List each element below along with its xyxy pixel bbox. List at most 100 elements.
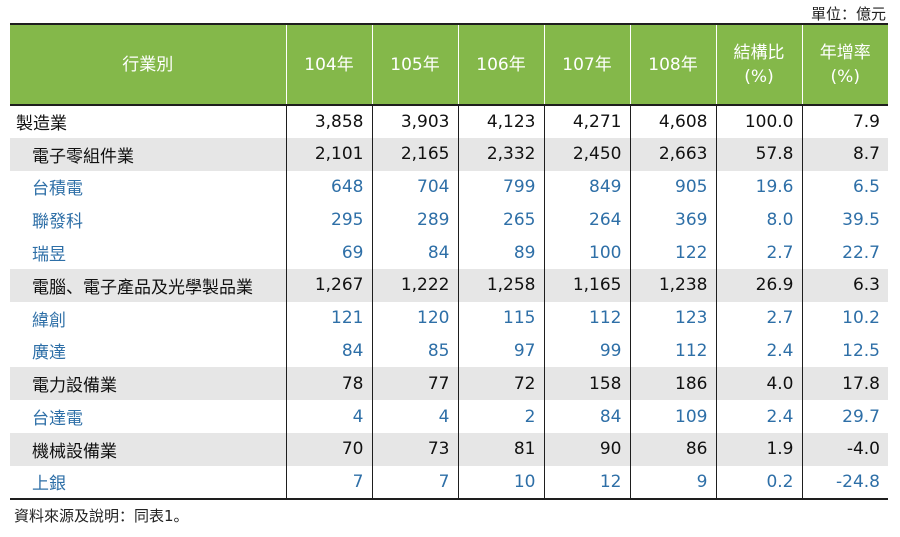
cell-y106: 89 bbox=[457, 236, 544, 269]
cell-y106: 115 bbox=[457, 301, 544, 335]
cell-share: 2.7 bbox=[715, 236, 802, 269]
row-label: 廣達 bbox=[32, 343, 66, 364]
cell-y104: 295 bbox=[285, 203, 372, 237]
cell-y107: 2,450 bbox=[543, 137, 630, 171]
cell-y105: 85 bbox=[371, 334, 458, 368]
table-row: 機械設備業 70 73 81 90 86 1.9 -4.0 bbox=[10, 432, 888, 466]
cell-y106: 2 bbox=[457, 400, 544, 433]
cell-y108: 122 bbox=[629, 236, 716, 269]
row-label: 電子零組件業 bbox=[10, 137, 286, 171]
table-row: 電子零組件業 2,101 2,165 2,332 2,450 2,663 57.8 8.7 bbox=[10, 137, 888, 171]
header-share-title: 結構比 bbox=[733, 42, 785, 63]
header-growth-unit: (%) bbox=[830, 66, 860, 87]
cell-y104: 78 bbox=[285, 367, 372, 401]
row-label: 上銀 bbox=[10, 465, 286, 500]
cell-y106: 81 bbox=[457, 432, 544, 466]
cell-y108: 109 bbox=[629, 400, 716, 433]
row-label: 台達電 bbox=[32, 409, 83, 430]
cell-y107: 1,165 bbox=[543, 268, 630, 302]
row-label: 電力設備業 bbox=[10, 367, 286, 401]
table-row: 電腦、電子產品及光學製品業 1,267 1,222 1,258 1,165 1,238 26… bbox=[10, 268, 888, 302]
cell-y107: 100 bbox=[543, 236, 630, 269]
header-year-106: 106年 bbox=[457, 23, 544, 106]
header-share: 結構比 (%) bbox=[715, 23, 802, 106]
cell-y108: 1,238 bbox=[629, 268, 716, 302]
row-label: 聯發科 bbox=[32, 212, 83, 233]
row-label: 電腦、電子產品及光學製品業 bbox=[10, 268, 286, 302]
cell-y107: 4,271 bbox=[543, 105, 630, 138]
cell-y104: 70 bbox=[285, 432, 372, 466]
cell-y107: 849 bbox=[543, 170, 630, 204]
cell-y106: 1,258 bbox=[457, 268, 544, 302]
cell-growth: -4.0 bbox=[801, 432, 888, 466]
cell-y108: 86 bbox=[629, 432, 716, 466]
cell-growth: -24.8 bbox=[801, 465, 888, 500]
table-row: 上銀 7 7 10 12 9 0.2 -24.8 bbox=[10, 465, 888, 500]
manufacturing-revenue-table: 行業別 104年 105年 106年 107年 108年 結構比 (%) 年增率… bbox=[10, 23, 888, 500]
header-year-108: 108年 bbox=[629, 23, 716, 106]
table-row: 瑞昱 69 84 89 100 122 2.7 22.7 bbox=[10, 236, 888, 269]
cell-y105: 2,165 bbox=[371, 137, 458, 171]
cell-y107: 90 bbox=[543, 432, 630, 466]
header-growth: 年增率 (%) bbox=[801, 23, 888, 106]
cell-growth: 6.3 bbox=[801, 268, 888, 302]
cell-y107: 112 bbox=[543, 301, 630, 335]
header-year-104: 104年 bbox=[285, 23, 372, 106]
cell-y107: 84 bbox=[543, 400, 630, 433]
cell-y108: 9 bbox=[629, 465, 716, 500]
cell-share: 8.0 bbox=[715, 203, 802, 237]
cell-y108: 123 bbox=[629, 301, 716, 335]
row-label: 緯創 bbox=[32, 310, 66, 331]
row-label: 台積電 bbox=[32, 179, 83, 200]
cell-share: 19.6 bbox=[715, 170, 802, 204]
cell-y105: 77 bbox=[371, 367, 458, 401]
cell-y104: 7 bbox=[285, 465, 372, 500]
cell-share: 2.4 bbox=[715, 400, 802, 433]
cell-y105: 7 bbox=[371, 465, 458, 500]
cell-share: 2.7 bbox=[715, 301, 802, 335]
cell-y106: 265 bbox=[457, 203, 544, 237]
cell-y104: 69 bbox=[285, 236, 372, 269]
cell-growth: 6.5 bbox=[801, 170, 888, 204]
cell-y108: 4,608 bbox=[629, 105, 716, 138]
cell-growth: 10.2 bbox=[801, 301, 888, 335]
header-year-107: 107年 bbox=[543, 23, 630, 106]
cell-y105: 289 bbox=[371, 203, 458, 237]
table-row: 台積電 648 704 799 849 905 19.6 6.5 bbox=[10, 170, 888, 204]
row-label: 製造業 bbox=[16, 114, 67, 135]
table-row: 台達電 4 4 2 84 109 2.4 29.7 bbox=[10, 400, 888, 433]
header-year-105: 105年 bbox=[371, 23, 458, 106]
cell-y105: 84 bbox=[371, 236, 458, 269]
cell-y104: 648 bbox=[285, 170, 372, 204]
cell-y105: 704 bbox=[371, 170, 458, 204]
cell-y106: 799 bbox=[457, 170, 544, 204]
cell-share: 4.0 bbox=[715, 367, 802, 401]
header-industry: 行業別 bbox=[10, 23, 286, 106]
cell-y108: 112 bbox=[629, 334, 716, 368]
cell-y106: 2,332 bbox=[457, 137, 544, 171]
cell-y108: 369 bbox=[629, 203, 716, 237]
cell-y105: 73 bbox=[371, 432, 458, 466]
table-row: 製造業 3,858 3,903 4,123 4,271 4,608 100.0 7.9 bbox=[10, 105, 888, 138]
cell-share: 26.9 bbox=[715, 268, 802, 302]
cell-growth: 12.5 bbox=[801, 334, 888, 368]
cell-y107: 12 bbox=[543, 465, 630, 500]
row-label: 機械設備業 bbox=[10, 432, 286, 466]
cell-y104: 4 bbox=[285, 400, 372, 433]
header-growth-title: 年增率 bbox=[819, 42, 871, 63]
cell-y108: 2,663 bbox=[629, 137, 716, 171]
cell-y105: 120 bbox=[371, 301, 458, 335]
cell-y107: 158 bbox=[543, 367, 630, 401]
cell-y107: 264 bbox=[543, 203, 630, 237]
cell-y104: 3,858 bbox=[285, 105, 372, 138]
cell-growth: 22.7 bbox=[801, 236, 888, 269]
cell-share: 100.0 bbox=[715, 105, 802, 138]
cell-growth: 29.7 bbox=[801, 400, 888, 433]
table-row: 廣達 84 85 97 99 112 2.4 12.5 bbox=[10, 334, 888, 368]
cell-y106: 4,123 bbox=[457, 105, 544, 138]
cell-y105: 1,222 bbox=[371, 268, 458, 302]
table-row: 緯創 121 120 115 112 123 2.7 10.2 bbox=[10, 301, 888, 335]
table-row: 聯發科 295 289 265 264 369 8.0 39.5 bbox=[10, 203, 888, 237]
header-share-unit: (%) bbox=[744, 66, 774, 87]
cell-y104: 121 bbox=[285, 301, 372, 335]
